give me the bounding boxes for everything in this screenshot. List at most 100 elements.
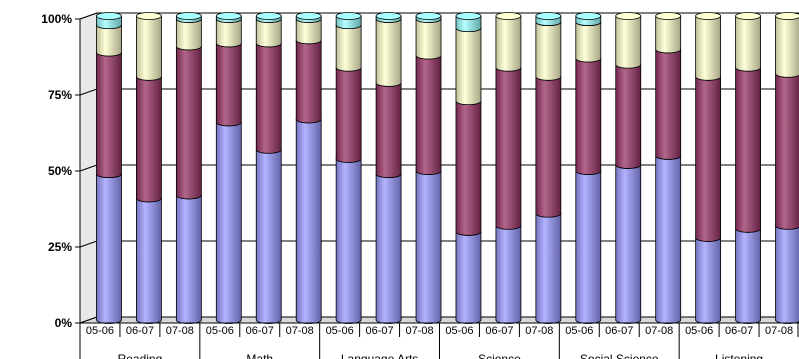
x-tick-label: 06-07 bbox=[485, 325, 513, 337]
bar-segment-body bbox=[96, 52, 122, 178]
bar-segment-body bbox=[295, 39, 322, 124]
bar-segment bbox=[575, 54, 602, 175]
bar-segment-body bbox=[535, 76, 562, 218]
group-label: Science bbox=[478, 352, 521, 359]
bar-segment-cap bbox=[415, 12, 442, 20]
x-tick-label: 06-07 bbox=[126, 325, 154, 337]
bar-segment-body bbox=[495, 67, 522, 230]
bar-segment-body bbox=[96, 173, 122, 324]
bar-segment-body bbox=[535, 21, 562, 81]
bar-segment bbox=[495, 63, 522, 230]
bar-segment-body bbox=[695, 15, 722, 81]
bar-stack bbox=[535, 12, 562, 324]
bar-segment-body bbox=[335, 158, 362, 324]
bar-stack bbox=[175, 12, 202, 324]
bar-segment-cap bbox=[495, 12, 522, 20]
bar-segment-body bbox=[215, 122, 242, 324]
bar-segment-cap bbox=[695, 12, 722, 20]
x-tick-label: 05-06 bbox=[445, 325, 473, 337]
bar-segment bbox=[215, 12, 242, 23]
bar-segment bbox=[375, 15, 402, 87]
bar-segment bbox=[255, 12, 282, 23]
bar-segment-cap bbox=[535, 12, 562, 20]
bar-segment-body bbox=[735, 67, 761, 233]
bar-segment bbox=[136, 12, 162, 81]
bar-segment bbox=[335, 63, 362, 163]
y-tick-label: 75% bbox=[48, 88, 72, 102]
y-tick-label: 50% bbox=[48, 164, 72, 178]
x-tick-label: 06-07 bbox=[725, 325, 753, 337]
bar-stack bbox=[575, 12, 602, 324]
bar-segment bbox=[415, 51, 442, 175]
bar-segment-cap bbox=[96, 12, 122, 20]
bar-segment bbox=[415, 12, 442, 23]
x-tick-label: 07-08 bbox=[166, 325, 194, 337]
bar-segment bbox=[655, 45, 682, 160]
bar-segment bbox=[535, 18, 562, 81]
bar-segment bbox=[695, 12, 722, 81]
bar-segment-body bbox=[335, 67, 362, 163]
bar-segment bbox=[335, 21, 362, 72]
bar-segment-body bbox=[415, 55, 442, 175]
bar-segment-body bbox=[175, 18, 202, 51]
x-tick-label: 06-07 bbox=[246, 325, 274, 337]
bar-segment bbox=[96, 170, 122, 324]
bar-stack bbox=[455, 12, 482, 324]
bar-segment-cap bbox=[375, 12, 402, 20]
bar-segment-body bbox=[535, 213, 562, 324]
bar-segment-body bbox=[175, 194, 202, 324]
y-axis: 0% 25% 50% 75% 100% bbox=[41, 12, 81, 330]
bar-stack bbox=[495, 12, 522, 324]
bar-segment-body bbox=[695, 237, 722, 324]
y-tick-label: 25% bbox=[48, 240, 72, 254]
bar-segment bbox=[455, 97, 482, 236]
bar-segment-body bbox=[96, 24, 122, 57]
x-tick-label: 06-07 bbox=[605, 325, 633, 337]
bar-segment bbox=[215, 39, 242, 127]
bar-stack bbox=[655, 12, 682, 324]
bar-segment bbox=[375, 78, 402, 178]
bar-segment bbox=[735, 224, 761, 324]
bar-segment-body bbox=[375, 82, 402, 178]
bar-segment-body bbox=[136, 198, 162, 324]
bar-segment bbox=[535, 72, 562, 218]
bar-segment bbox=[175, 42, 202, 200]
bar-segment bbox=[775, 12, 799, 78]
bar-segment bbox=[495, 12, 522, 72]
bar-stack bbox=[735, 12, 761, 324]
bar-stack bbox=[136, 12, 162, 324]
bar-segment-cap bbox=[575, 12, 602, 20]
bar-segment-body bbox=[615, 164, 642, 324]
bar-segment bbox=[655, 12, 682, 54]
group-label: Reading bbox=[118, 352, 163, 359]
bar-segment-body bbox=[415, 18, 442, 60]
bar-segment bbox=[615, 161, 642, 324]
bar-segment bbox=[415, 167, 442, 324]
bar-segment bbox=[255, 39, 282, 154]
bar-segment bbox=[335, 12, 362, 30]
bar-segment-cap bbox=[735, 12, 761, 20]
bar-segment bbox=[495, 221, 522, 324]
bar-segment-body bbox=[136, 76, 162, 203]
bar-segment-body bbox=[335, 24, 362, 72]
bar-segment bbox=[615, 60, 642, 169]
bar-segment bbox=[655, 151, 682, 324]
bar-segment-body bbox=[455, 15, 482, 33]
bar-segment-body bbox=[215, 42, 242, 127]
x-tick-label: 07-08 bbox=[405, 325, 433, 337]
bar-segment bbox=[695, 72, 722, 242]
bar-stack bbox=[415, 12, 442, 324]
bars bbox=[96, 12, 799, 324]
bar-segment bbox=[96, 12, 122, 30]
bar-segment-body bbox=[375, 18, 402, 87]
bar-segment-body bbox=[295, 18, 322, 45]
bar-segment-body bbox=[575, 58, 602, 175]
group-label: Math bbox=[246, 352, 273, 359]
bar-segment-body bbox=[495, 15, 522, 72]
y-tick-label: 0% bbox=[55, 316, 73, 330]
bar-segment-body bbox=[255, 149, 282, 324]
x-tick-label: 05-06 bbox=[565, 325, 593, 337]
bar-segment bbox=[575, 12, 602, 26]
bar-segment-body bbox=[775, 73, 799, 230]
